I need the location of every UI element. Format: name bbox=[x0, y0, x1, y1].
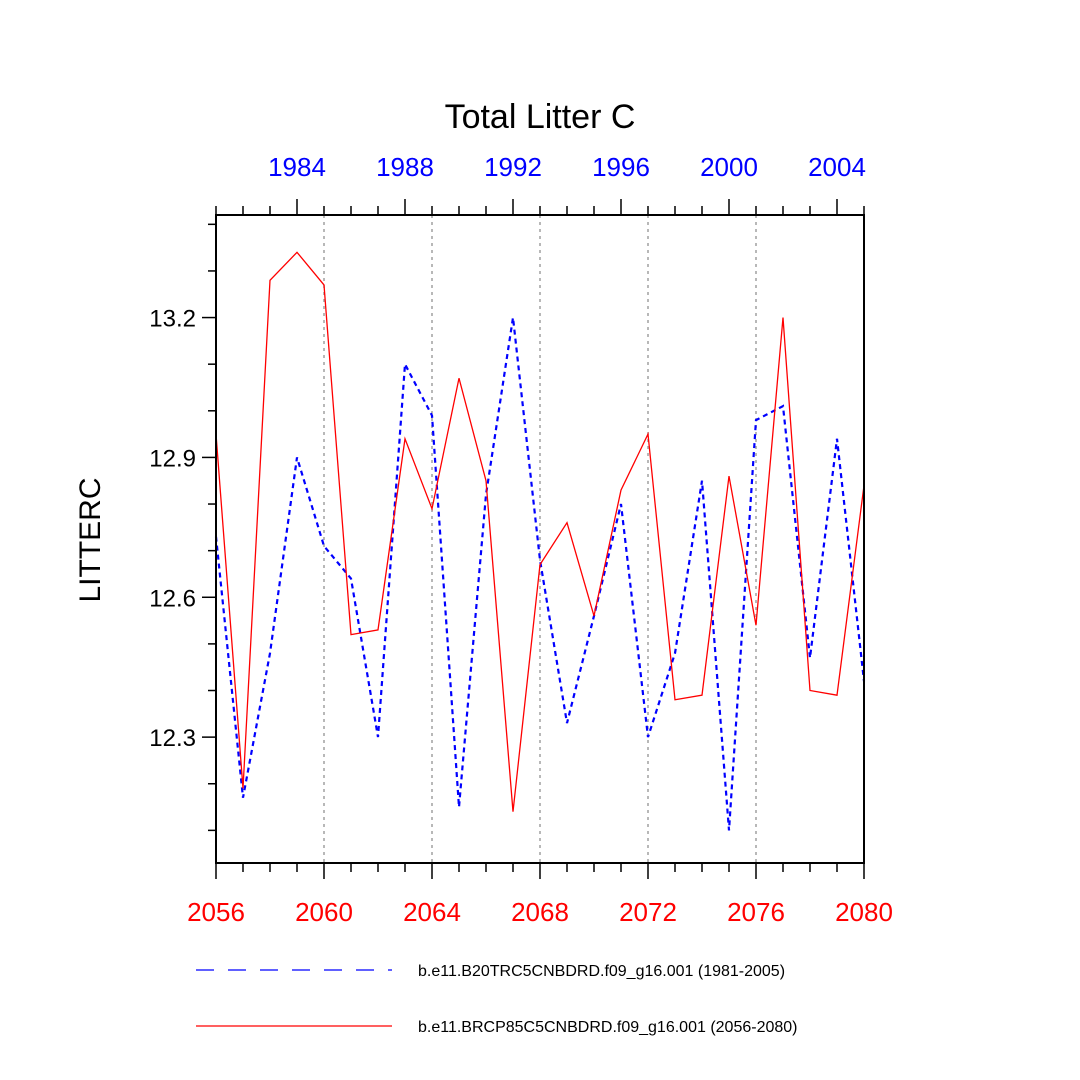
x-top-tick-label: 1988 bbox=[376, 152, 434, 182]
legend-label-1: b.e11.B20TRC5CNBDRD.f09_g16.001 (1981-20… bbox=[418, 963, 785, 980]
x-bottom-tick-label: 2056 bbox=[187, 897, 245, 927]
axis-ticks bbox=[202, 199, 865, 879]
x-top-tick-label: 1984 bbox=[268, 152, 326, 182]
gridlines bbox=[323, 215, 757, 863]
series-lines bbox=[214, 251, 866, 831]
x-bottom-tick-label: 2080 bbox=[835, 897, 893, 927]
legend-label-2: b.e11.BRCP85C5CNBDRD.f09_g16.001 (2056-2… bbox=[418, 1019, 797, 1036]
chart-title: Total Litter C bbox=[445, 98, 636, 136]
x-bottom-tick-label: 2064 bbox=[403, 897, 461, 927]
y-axis-label: LITTERC bbox=[74, 477, 107, 602]
x-bottom-tick-label: 2072 bbox=[619, 897, 677, 927]
x-top-tick-label: 1992 bbox=[484, 152, 542, 182]
y-tick-label: 12.9 bbox=[149, 445, 196, 472]
x-top-tick-label: 1996 bbox=[592, 152, 650, 182]
x-bottom-tick-label: 2068 bbox=[511, 897, 569, 927]
series-line-1 bbox=[214, 317, 866, 831]
legend: b.e11.B20TRC5CNBDRD.f09_g16.001 (1981-20… bbox=[196, 963, 797, 1036]
tick-labels: 2056 2060 2064 2068 2072 2076 2080 1984 1988 1992… bbox=[149, 152, 893, 927]
x-top-tick-label: 2000 bbox=[700, 152, 758, 182]
y-tick-label: 12.6 bbox=[149, 585, 196, 612]
y-tick-label: 12.3 bbox=[149, 725, 196, 752]
series-line-2 bbox=[215, 251, 865, 812]
x-bottom-tick-label: 2060 bbox=[295, 897, 353, 927]
x-bottom-tick-label: 2076 bbox=[727, 897, 785, 927]
x-top-tick-label: 2004 bbox=[808, 152, 866, 182]
y-tick-label: 13.2 bbox=[149, 306, 196, 333]
